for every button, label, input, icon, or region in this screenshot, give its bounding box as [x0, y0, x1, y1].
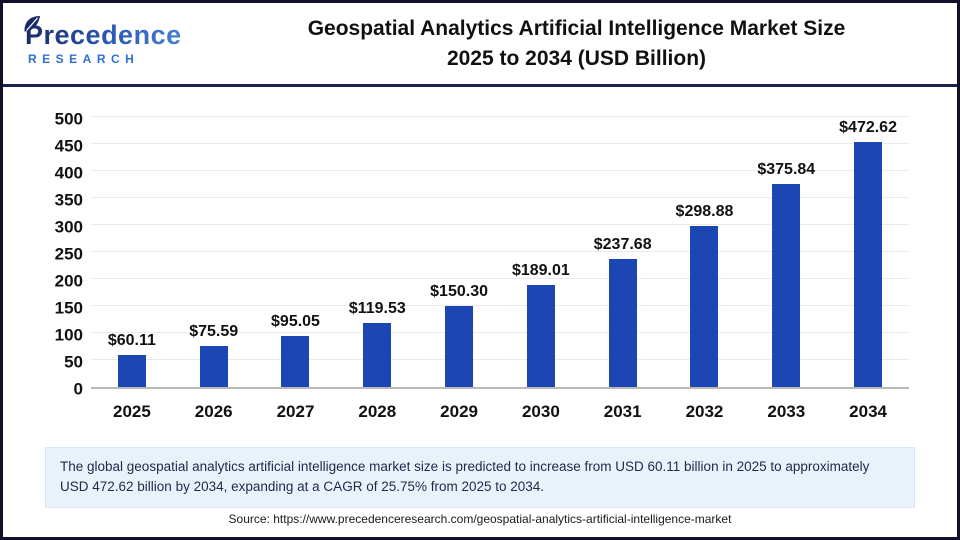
x-tick-label: 2032: [685, 402, 724, 421]
x-tick-label: 2028: [358, 402, 397, 421]
bar: [363, 322, 392, 387]
x-tick-label: 2030: [521, 402, 560, 421]
bar-column: $119.53: [336, 119, 418, 387]
bar-column: $237.68: [582, 119, 664, 387]
gridline: [91, 278, 909, 279]
plot-area: $60.11 $75.59 $95.05 $119.53 $150.30 $189.01 $…: [91, 116, 909, 389]
y-tick-label: 350: [54, 190, 83, 210]
gridline: [91, 116, 909, 117]
brand-subtitle: RESEARCH: [28, 52, 140, 66]
brand-name: Precedence: [25, 22, 208, 49]
brand-logo: Precedence RESEARCH: [3, 16, 208, 66]
y-tick-label: 250: [54, 244, 83, 264]
y-tick-label: 0: [73, 379, 83, 399]
x-tick-label: 2027: [276, 402, 315, 421]
bar-value-label: $95.05: [271, 312, 320, 330]
bar-column: $60.11: [91, 119, 173, 387]
bar: [772, 184, 801, 387]
x-tick-label: 2031: [603, 402, 642, 421]
y-tick-label: 200: [54, 271, 83, 291]
chart-title: Geospatial Analytics Artificial Intellig…: [208, 14, 957, 74]
gridline: [91, 359, 909, 360]
bar: [199, 346, 228, 387]
x-tick-label: 2025: [112, 402, 151, 421]
bar-column: $375.84: [745, 119, 827, 387]
gridline: [91, 251, 909, 252]
footnote-box: The global geospatial analytics artifici…: [45, 447, 915, 508]
bar-column: $95.05: [255, 119, 337, 387]
gridline: [91, 224, 909, 225]
chart-area: 0 50 100 150 200 250 300 350 400 450 500 $60.11 $75…: [3, 90, 957, 440]
bar-value-label: $119.53: [348, 299, 406, 317]
x-tick-label: 2033: [767, 402, 806, 421]
bar-value-label: $75.59: [189, 323, 239, 341]
y-tick-label: 100: [54, 325, 83, 345]
header: Precedence RESEARCH Geospatial Analytics…: [3, 3, 957, 87]
gridline: [91, 305, 909, 306]
gridline: [91, 170, 909, 171]
bar: [854, 142, 883, 387]
gridline: [91, 332, 909, 333]
y-tick-label: 400: [54, 163, 83, 183]
bar-value-label: $60.11: [107, 331, 156, 349]
x-tick-label: 2034: [849, 402, 887, 421]
bar: [690, 225, 719, 387]
bar: [445, 305, 474, 387]
leaf-icon: [23, 15, 41, 37]
y-axis-labels: 0 50 100 150 200 250 300 350 400 450 500: [3, 111, 83, 398]
bar-column: $189.01: [500, 119, 582, 387]
source-line: Source: https://www.precedenceresearch.c…: [228, 512, 732, 526]
bar: [526, 284, 555, 387]
bars-row: $60.11 $75.59 $95.05 $119.53 $150.30 $189.01 $…: [91, 119, 909, 387]
bar-value-label: $189.01: [511, 261, 570, 279]
bar-column: $75.59: [173, 119, 255, 387]
gridline: [91, 197, 909, 198]
bar-column: $150.30: [418, 119, 500, 387]
x-tick-label: 2026: [194, 402, 233, 421]
y-tick-label: 300: [54, 217, 83, 237]
bar-value-label: $375.84: [757, 161, 816, 178]
bar-column: $298.88: [664, 119, 746, 387]
bar-value-label: $472.62: [839, 119, 897, 136]
chart-title-line2: 2025 to 2034 (USD Billion): [446, 46, 707, 70]
y-tick-label: 450: [54, 136, 83, 156]
y-tick-label: 50: [64, 352, 83, 372]
chart-title-line1: Geospatial Analytics Artificial Intellig…: [307, 16, 846, 40]
bar: [117, 354, 146, 387]
x-axis-labels: 2025 2026 2027 2028 2029 2030 2031 2032 2033 2034: [91, 402, 909, 422]
y-tick-label: 150: [54, 298, 83, 318]
bar-value-label: $237.68: [593, 235, 652, 253]
bar: [281, 335, 310, 387]
x-tick-label: 2029: [440, 402, 478, 421]
y-tick-label: 500: [54, 109, 83, 129]
bar-value-label: $298.88: [675, 202, 734, 220]
bar-column: $472.62: [827, 119, 909, 387]
bar: [608, 258, 637, 387]
bar-value-label: $150.30: [430, 282, 488, 300]
gridline: [91, 143, 909, 144]
